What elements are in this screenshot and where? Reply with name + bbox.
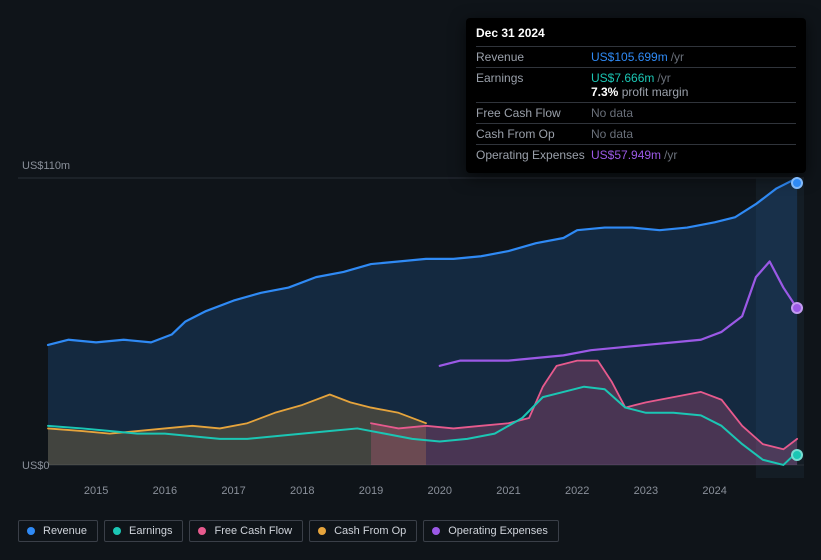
- legend-item-earnings[interactable]: Earnings: [104, 520, 183, 542]
- x-axis-tick: 2020: [427, 485, 451, 497]
- legend-label: Earnings: [129, 525, 172, 537]
- tooltip-metric-label: Operating Expenses: [476, 148, 591, 162]
- legend-item-cash-from-op[interactable]: Cash From Op: [309, 520, 417, 542]
- chart-tooltip: Dec 31 2024 RevenueUS$105.699m/yrEarning…: [466, 18, 806, 173]
- legend-label: Operating Expenses: [448, 525, 548, 537]
- tooltip-metric-value: US$57.949m/yr: [591, 148, 796, 162]
- legend-item-free-cash-flow[interactable]: Free Cash Flow: [189, 520, 303, 542]
- tooltip-metric-label: Free Cash Flow: [476, 106, 591, 120]
- legend-label: Revenue: [43, 525, 87, 537]
- legend-dot: [198, 527, 206, 535]
- tooltip-date: Dec 31 2024: [476, 26, 796, 46]
- tooltip-row: Cash From OpNo data: [476, 123, 796, 144]
- tooltip-metric-value: No data: [591, 127, 796, 141]
- legend-dot: [113, 527, 121, 535]
- tooltip-row: EarningsUS$7.666m/yr7.3% profit margin: [476, 67, 796, 102]
- tooltip-row: RevenueUS$105.699m/yr: [476, 46, 796, 67]
- chart-legend: Revenue Earnings Free Cash Flow Cash From O…: [18, 520, 559, 542]
- legend-item-operating-expenses[interactable]: Operating Expenses: [423, 520, 559, 542]
- y-axis-label: US$110m: [22, 160, 70, 172]
- tooltip-metric-value: No data: [591, 106, 796, 120]
- legend-dot: [27, 527, 35, 535]
- tooltip-metric-value: US$7.666m/yr7.3% profit margin: [591, 71, 796, 99]
- x-axis-tick: 2016: [153, 485, 177, 497]
- tooltip-row: Operating ExpensesUS$57.949m/yr: [476, 144, 796, 165]
- tooltip-metric-label: Revenue: [476, 50, 591, 64]
- tooltip-metric-label: Earnings: [476, 71, 591, 99]
- x-axis-tick: 2018: [290, 485, 314, 497]
- legend-dot: [318, 527, 326, 535]
- x-axis-tick: 2017: [221, 485, 245, 497]
- legend-item-revenue[interactable]: Revenue: [18, 520, 98, 542]
- tooltip-metric-label: Cash From Op: [476, 127, 591, 141]
- tooltip-row: Free Cash FlowNo data: [476, 102, 796, 123]
- legend-label: Free Cash Flow: [214, 525, 292, 537]
- x-axis-tick: 2022: [565, 485, 589, 497]
- tooltip-metric-value: US$105.699m/yr: [591, 50, 796, 64]
- x-axis-tick: 2019: [359, 485, 383, 497]
- x-axis-tick: 2024: [702, 485, 726, 497]
- legend-dot: [432, 527, 440, 535]
- chart-container: US$110m US$0 2015 2016 2017 2018 2019 2020 2021…: [0, 0, 821, 560]
- x-axis-tick: 2023: [634, 485, 658, 497]
- x-axis-tick: 2021: [496, 485, 520, 497]
- x-axis-tick: 2015: [84, 485, 108, 497]
- y-axis-label: US$0: [22, 460, 50, 472]
- legend-label: Cash From Op: [334, 525, 406, 537]
- series-end-marker: [791, 449, 803, 461]
